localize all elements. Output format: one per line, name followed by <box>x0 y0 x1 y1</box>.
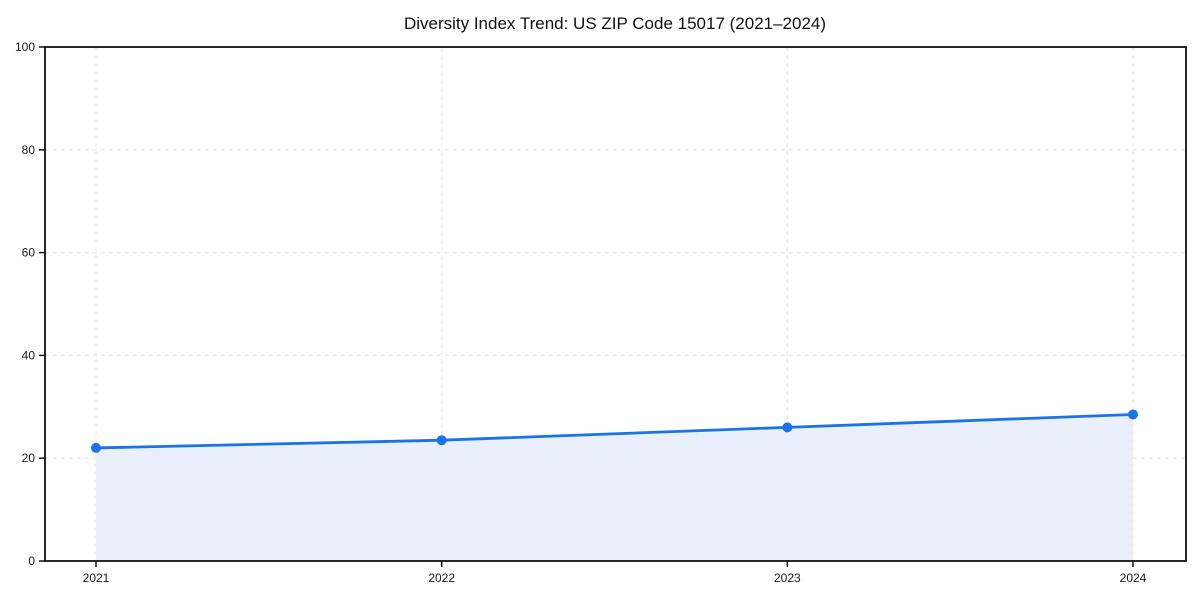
plot-border <box>44 46 1187 562</box>
axis-layer: 0 20 40 60 80 100 2021 2022 2023 2024 <box>15 40 1187 585</box>
y-tick-label: 40 <box>22 348 36 362</box>
area-fill <box>96 414 1133 561</box>
x-tick-label: 2022 <box>428 571 455 585</box>
y-tick-label: 60 <box>22 246 36 260</box>
y-tick-label: 0 <box>28 554 35 568</box>
y-tick-label: 100 <box>15 40 35 54</box>
series-layer <box>91 409 1138 561</box>
chart-title: Diversity Index Trend: US ZIP Code 15017… <box>404 14 826 33</box>
data-point-marker <box>436 435 447 446</box>
x-tick-label: 2024 <box>1120 571 1147 585</box>
x-tick-label: 2021 <box>83 571 110 585</box>
x-tick-label: 2023 <box>774 571 801 585</box>
data-point-marker <box>782 422 793 433</box>
y-tick-label: 80 <box>22 143 36 157</box>
y-tick-label: 20 <box>22 451 36 465</box>
data-point-marker <box>1128 409 1138 420</box>
trend-line <box>94 413 1135 450</box>
data-point-marker <box>91 442 101 453</box>
